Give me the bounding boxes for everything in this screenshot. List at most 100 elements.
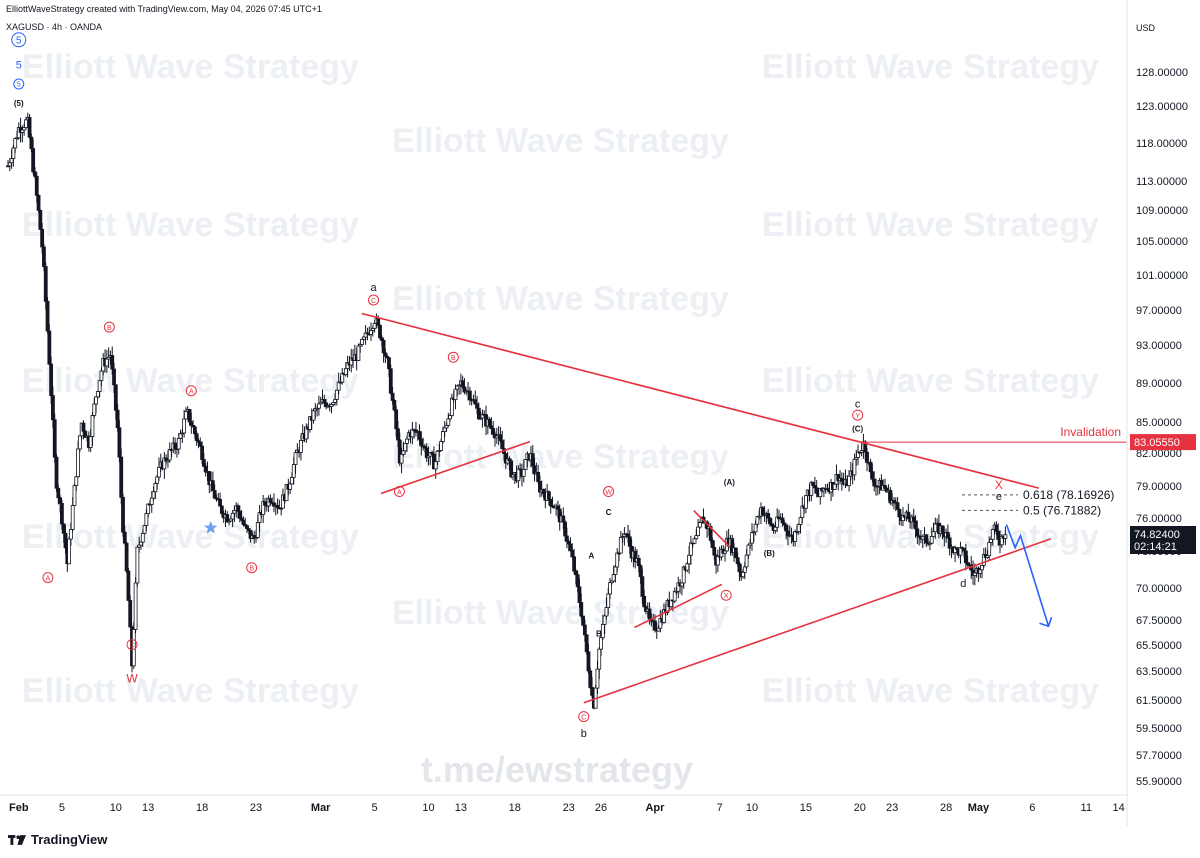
wave-label-5: 5 bbox=[13, 78, 25, 90]
candle-body bbox=[121, 496, 125, 533]
wave-label-text: d bbox=[960, 578, 966, 590]
candle-body bbox=[40, 229, 45, 248]
time-tick-label: 18 bbox=[196, 802, 208, 814]
time-tick-label: 20 bbox=[854, 802, 866, 814]
candle-body bbox=[712, 547, 717, 556]
candle-body bbox=[516, 468, 521, 482]
candle-body bbox=[640, 576, 645, 597]
price-tick-label: 128.00000 bbox=[1136, 67, 1188, 79]
candle-body bbox=[832, 483, 837, 490]
price-chart[interactable]: Elliott Wave Strategy Elliott Wave Strate… bbox=[0, 0, 1200, 826]
time-tick-label: Feb bbox=[9, 802, 29, 814]
candle-body bbox=[113, 384, 118, 411]
candle-body bbox=[742, 566, 747, 573]
wave-label-text: Y bbox=[855, 413, 860, 420]
annotations-layer: Invalidation 0.618 (78.16926)0.5 (76.7188… bbox=[11, 32, 1127, 740]
wave-label-A: A bbox=[393, 486, 405, 498]
candle-body bbox=[584, 634, 589, 653]
candle-body bbox=[611, 574, 616, 582]
candle-body bbox=[521, 469, 526, 477]
wave-label-circle bbox=[368, 294, 380, 306]
candle-body bbox=[356, 345, 361, 361]
candle-body bbox=[626, 533, 630, 538]
wave-label-W: W bbox=[126, 672, 138, 686]
candle-body bbox=[149, 497, 154, 505]
wave-label-text: X bbox=[995, 478, 1003, 492]
wave-label-text: 5 bbox=[16, 60, 22, 72]
time-tick-label: 10 bbox=[110, 802, 122, 814]
wave-label-text: B bbox=[107, 325, 112, 332]
candle-body bbox=[804, 495, 808, 509]
time-tick-label: 18 bbox=[509, 802, 521, 814]
candle-body bbox=[268, 498, 273, 503]
time-axis[interactable]: Feb 5 10 13 18 23 Mar 5 10 13 18 23 26 Apr 7 10 15 20 23 28… bbox=[0, 794, 1127, 814]
candle-body bbox=[33, 171, 37, 177]
candle-body bbox=[184, 411, 188, 420]
wave-label-text: 5 bbox=[16, 36, 22, 47]
bottom-bar: TradingView bbox=[0, 826, 1200, 858]
candle-body bbox=[70, 505, 75, 530]
candle-body bbox=[7, 162, 12, 167]
candle-body bbox=[588, 670, 593, 688]
wave-label-W: W bbox=[603, 486, 615, 498]
candle-body bbox=[733, 547, 738, 558]
candle-body bbox=[381, 339, 386, 354]
price-tick-label: 93.00000 bbox=[1136, 340, 1182, 352]
candle-body bbox=[236, 505, 240, 512]
wedge-x-upper-trendline[interactable] bbox=[693, 509, 730, 548]
candle-body bbox=[94, 396, 98, 405]
candle-body bbox=[173, 442, 178, 449]
candle-body bbox=[334, 389, 339, 400]
candle-body bbox=[27, 116, 32, 138]
candle-body bbox=[498, 434, 503, 442]
time-tick-label: 5 bbox=[372, 802, 378, 814]
candle-body bbox=[768, 517, 772, 525]
candle-body bbox=[442, 427, 447, 432]
candle-body bbox=[388, 368, 393, 394]
candle-body bbox=[417, 431, 422, 440]
candle-body bbox=[564, 535, 569, 542]
candle-body bbox=[72, 485, 77, 506]
candle-body bbox=[396, 428, 400, 441]
tradingview-logo[interactable]: TradingView bbox=[8, 832, 107, 847]
price-tick-label: 70.00000 bbox=[1136, 583, 1182, 595]
candle-body bbox=[38, 209, 43, 230]
price-axis[interactable]: USD 128.00000 123.00000 118.00000 113.00000 1… bbox=[1126, 0, 1196, 826]
price-tick-label: 101.00000 bbox=[1136, 270, 1188, 282]
candle-body bbox=[931, 531, 936, 537]
current-price-tag[interactable] bbox=[1130, 526, 1196, 554]
projection-path[interactable] bbox=[1005, 524, 1050, 627]
candle-body bbox=[653, 620, 657, 631]
candle-body bbox=[595, 668, 600, 689]
candle-body bbox=[814, 487, 819, 494]
wedge-x-lower-trendline[interactable] bbox=[634, 583, 723, 629]
invalidation-price-tag[interactable] bbox=[1130, 434, 1196, 451]
candle-body bbox=[92, 403, 97, 416]
triangle-upper-trendline[interactable] bbox=[361, 312, 1040, 489]
invalidation-label: Invalidation bbox=[1060, 425, 1121, 439]
candle-body bbox=[656, 627, 661, 632]
candle-body bbox=[852, 458, 857, 476]
wave-label-5: 5 bbox=[16, 60, 22, 72]
candle-body bbox=[54, 456, 59, 489]
candle-body bbox=[487, 418, 492, 427]
candle-body bbox=[491, 428, 496, 435]
triangle-lower-trendline[interactable] bbox=[583, 538, 1051, 704]
candle-body bbox=[299, 439, 303, 453]
price-tick-label: 113.00000 bbox=[1136, 176, 1187, 188]
candle-body bbox=[989, 538, 993, 543]
candle-body bbox=[448, 415, 452, 420]
candle-body bbox=[189, 421, 194, 426]
candle-body bbox=[360, 338, 364, 345]
candle-body bbox=[439, 441, 444, 451]
candle-body bbox=[449, 397, 454, 416]
candle-body bbox=[780, 517, 785, 524]
candle-body bbox=[192, 426, 197, 435]
wedge-a-trendline[interactable] bbox=[380, 440, 531, 495]
candle-body bbox=[146, 503, 151, 515]
price-tick-label: 109.00000 bbox=[1136, 205, 1188, 217]
candle-body bbox=[536, 472, 541, 482]
wave-label-B: B bbox=[103, 321, 115, 333]
candle-body bbox=[600, 623, 605, 639]
candle-body bbox=[61, 523, 66, 534]
